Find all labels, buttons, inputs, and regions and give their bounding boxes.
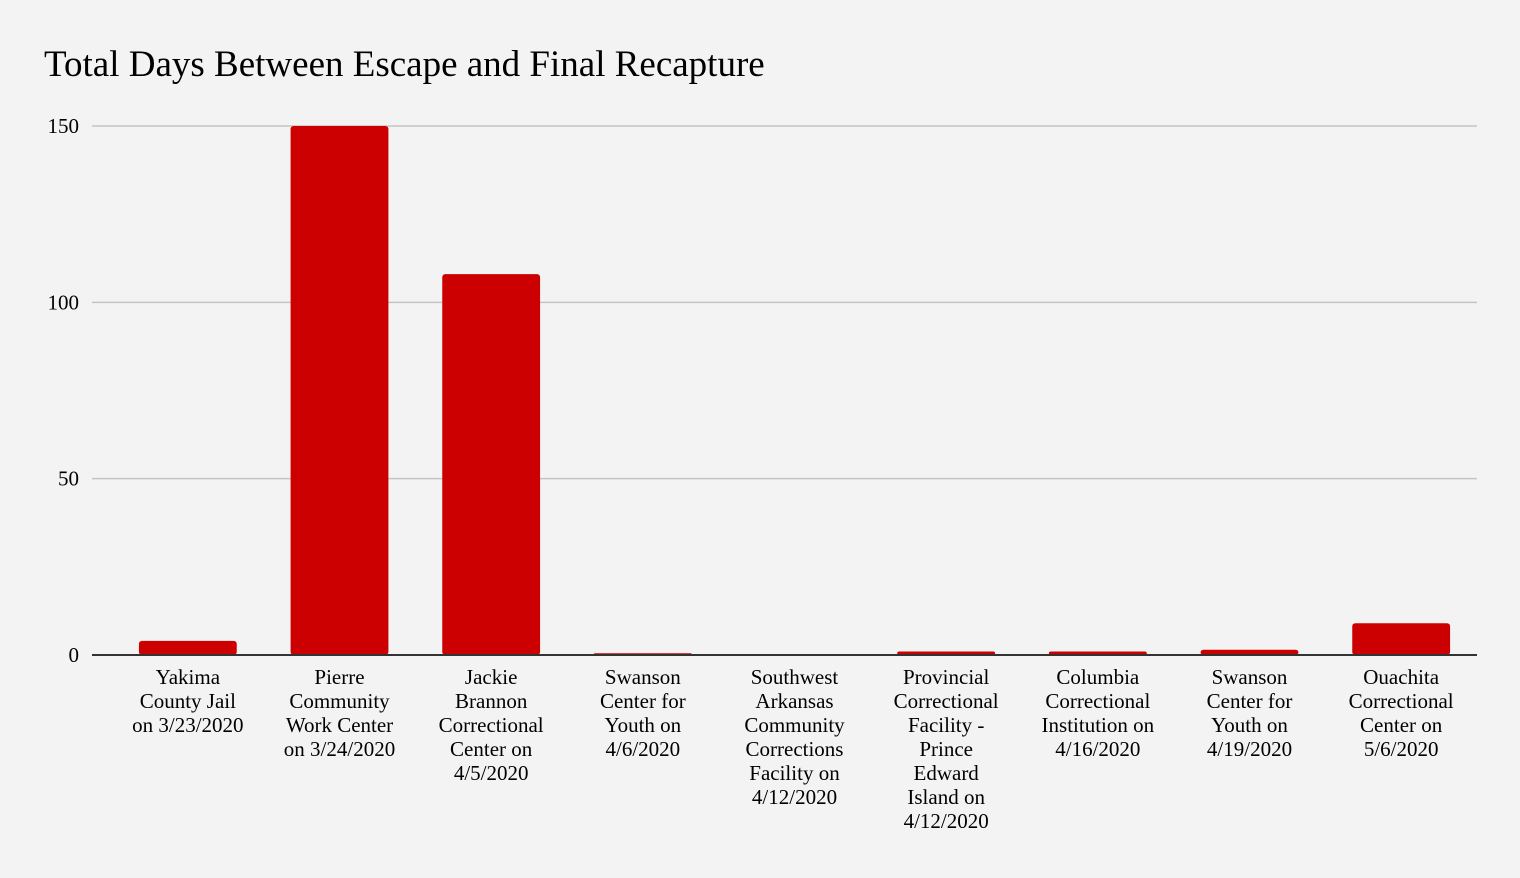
- bar: [1200, 649, 1299, 655]
- x-category-label: Swanson Center for Youth on 4/19/2020: [1207, 665, 1293, 761]
- y-tick-label: 0: [69, 643, 80, 667]
- x-category-label: Swanson Center for Youth on 4/6/2020: [600, 665, 686, 761]
- bar: [290, 126, 389, 655]
- bar: [138, 640, 237, 655]
- chart-title: Total Days Between Escape and Final Reca…: [44, 44, 765, 85]
- x-category-label: Ouachita Correctional Center on 5/6/2020: [1349, 665, 1454, 761]
- y-tick-label: 100: [48, 290, 80, 314]
- bars: [138, 126, 1451, 655]
- y-axis-ticks: 0 50 100 150: [48, 114, 80, 667]
- x-category-label: Jackie Brannon Correctional Center on 4/5/20…: [439, 665, 544, 785]
- x-axis-labels: Yakima County Jail on 3/23/2020 Pierre Commu…: [132, 665, 1454, 833]
- y-tick-label: 150: [48, 114, 80, 138]
- x-category-label: Southwest Arkansas Community Corrections Fac…: [744, 665, 845, 809]
- bar: [1352, 623, 1451, 655]
- y-tick-label: 50: [58, 467, 79, 491]
- bar: [442, 274, 541, 655]
- x-category-label: Yakima County Jail on 3/23/2020: [132, 665, 243, 737]
- x-category-label: Pierre Community Work Center on 3/24/2020: [284, 665, 395, 761]
- x-category-label: Provincial Correctional Facility -Prince Ed…: [894, 665, 999, 833]
- x-category-label: Columbia Correctional Institution on 4/16/2…: [1042, 665, 1155, 761]
